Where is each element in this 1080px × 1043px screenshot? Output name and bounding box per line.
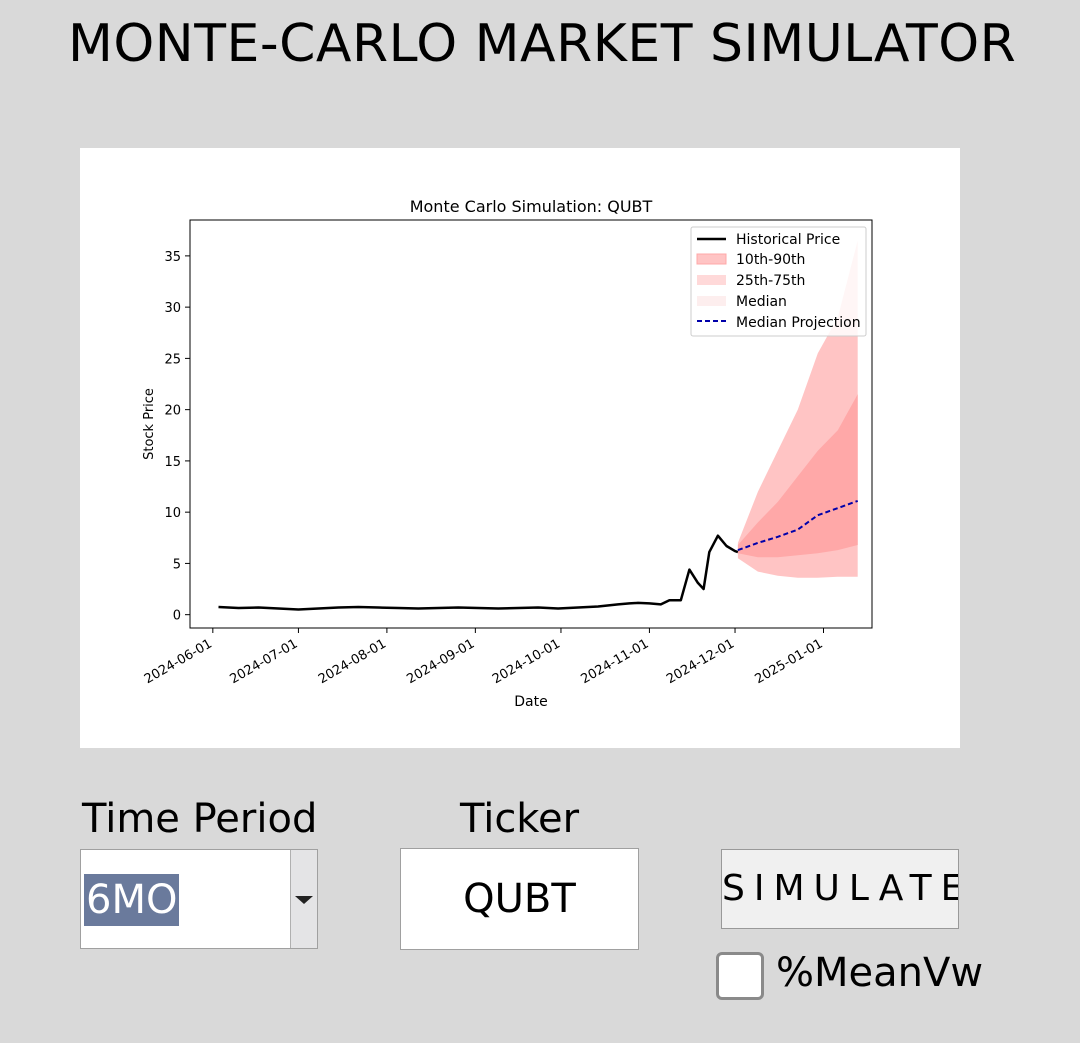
chevron-down-icon xyxy=(295,896,313,904)
x-tick-label: 2024-07-01 xyxy=(227,636,300,687)
x-tick-label: 2024-12-01 xyxy=(664,636,737,687)
ticker-input[interactable]: QUBT xyxy=(400,848,639,950)
legend-25-75-swatch xyxy=(697,275,726,285)
y-tick-label: 15 xyxy=(164,455,181,470)
chart-title: Monte Carlo Simulation: QUBT xyxy=(410,197,653,216)
y-tick-label: 5 xyxy=(173,557,181,572)
time-period-dropdown[interactable]: 6MO xyxy=(80,849,318,949)
legend-10-90-swatch xyxy=(696,253,727,265)
dropdown-button[interactable] xyxy=(290,850,317,948)
y-tick-label: 25 xyxy=(164,352,181,367)
y-axis-label: Stock Price xyxy=(142,388,157,460)
legend-historical-label: Historical Price xyxy=(736,232,840,248)
monte-carlo-chart: Monte Carlo Simulation: QUBT 0 5 10 15 20 25 3… xyxy=(142,197,873,710)
x-tick-label: 2024-08-01 xyxy=(316,636,389,687)
x-tick-label: 2024-10-01 xyxy=(490,636,563,687)
time-period-value[interactable]: 6MO xyxy=(84,874,180,926)
y-tick-label: 35 xyxy=(164,250,181,265)
x-axis-label: Date xyxy=(514,694,547,710)
legend-median-swatch xyxy=(697,296,726,306)
band-25-75 xyxy=(737,394,858,558)
app-title: MONTE-CARLO MARKET SIMULATOR xyxy=(68,14,1017,74)
y-tick-label: 0 xyxy=(173,609,181,624)
legend-25-75-label: 25th-75th xyxy=(736,273,805,289)
time-period-label: Time Period xyxy=(82,796,318,842)
x-tick-label: 2024-11-01 xyxy=(578,636,651,687)
legend-box xyxy=(690,226,867,337)
historical-price-line xyxy=(218,534,739,611)
y-tick-label: 30 xyxy=(164,301,181,316)
x-tick-label: 2024-06-01 xyxy=(142,636,215,687)
legend-projection-label: Median Projection xyxy=(736,315,861,331)
mean-vw-checkbox[interactable] xyxy=(716,952,764,1000)
x-tick-label: 2025-01-01 xyxy=(753,636,826,687)
x-tick-label: 2024-09-01 xyxy=(404,636,477,687)
legend-10-90-label: 10th-90th xyxy=(736,252,805,268)
chart-panel: Monte Carlo Simulation: QUBT 0 5 10 15 20 25 3… xyxy=(80,148,960,748)
plot-frame xyxy=(189,219,873,629)
chart-legend: Historical Price 10th-90th 25th-75th Med… xyxy=(690,226,867,337)
y-tick-label: 10 xyxy=(164,506,181,521)
ticker-label: Ticker xyxy=(460,796,580,842)
legend-median-label: Median xyxy=(736,294,787,310)
mean-vw-label: %MeanVw xyxy=(776,950,984,996)
simulate-button[interactable]: SIMULATE xyxy=(721,849,959,929)
y-tick-label: 20 xyxy=(164,404,181,419)
